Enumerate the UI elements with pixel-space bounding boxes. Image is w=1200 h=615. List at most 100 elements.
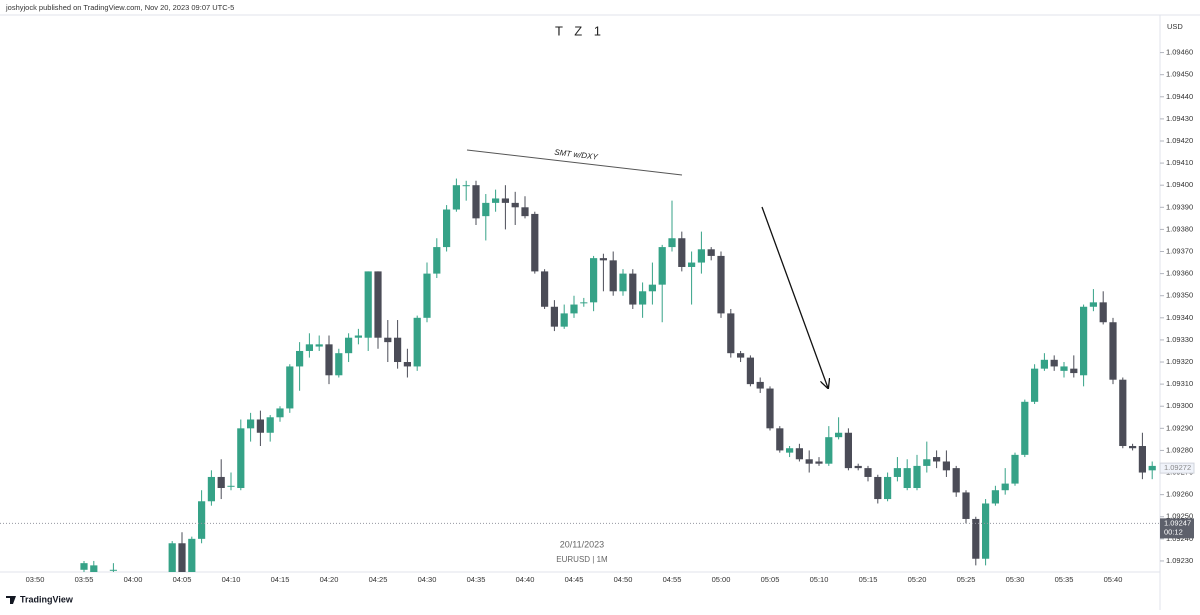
candle-body (207, 476, 215, 502)
marked-price-box (1159, 462, 1195, 474)
candle-body (1138, 446, 1146, 473)
candle-body (472, 185, 480, 219)
x-tick-label: 05:25 (957, 575, 976, 584)
candle-body (1129, 446, 1137, 449)
candle-body (1040, 359, 1048, 369)
x-tick-label: 04:15 (271, 575, 290, 584)
y-tick-label: 1.09300 (1166, 401, 1193, 410)
candle-body (884, 476, 892, 500)
candle-body (972, 518, 980, 559)
candle-body (580, 302, 588, 304)
candle-body (991, 490, 999, 504)
candle-body (590, 258, 598, 303)
candle-body (433, 247, 441, 274)
candle-body (599, 258, 607, 261)
y-tick-label: 1.09230 (1166, 556, 1193, 565)
chart-title: T Z 1 (555, 23, 605, 38)
smt-line (466, 149, 683, 176)
footer-logo: TradingView (6, 594, 74, 604)
candle-body (629, 273, 637, 305)
candle-body (1089, 302, 1097, 307)
candle-body (795, 448, 803, 460)
x-tick-label: 04:25 (369, 575, 388, 584)
x-tick-label: 04:45 (565, 575, 584, 584)
candle-body (345, 337, 353, 354)
candle-body (266, 417, 274, 433)
candle-body (952, 468, 960, 493)
candle-body (658, 247, 666, 285)
candle-body (893, 468, 901, 477)
marked-price-label: 1.09272 (1164, 463, 1191, 472)
x-tick-label: 04:30 (418, 575, 437, 584)
x-tick-label: 03:55 (75, 575, 94, 584)
y-tick-label: 1.09340 (1166, 313, 1193, 322)
logo-mark (6, 596, 16, 604)
x-tick-label: 04:55 (663, 575, 682, 584)
candle-body (825, 437, 833, 464)
candle-body (1021, 401, 1029, 455)
x-tick-label: 05:15 (859, 575, 878, 584)
candle-body (315, 344, 323, 347)
candle-body (766, 388, 774, 429)
x-tick-label: 04:00 (124, 575, 143, 584)
y-tick-label: 1.09380 (1166, 224, 1193, 233)
y-tick-label: 1.09410 (1166, 158, 1193, 167)
candle-body (394, 337, 402, 363)
candle-body (188, 538, 196, 572)
candle-body (1070, 368, 1078, 374)
y-tick-label: 1.09310 (1166, 379, 1193, 388)
candle-body (844, 432, 852, 469)
x-tick-label: 05:20 (908, 575, 927, 584)
candle-body (923, 459, 931, 466)
candle-body (786, 448, 794, 453)
y-tick-label: 1.09250 (1166, 512, 1193, 521)
y-tick-label: 1.09330 (1166, 335, 1193, 344)
candle-body (1060, 366, 1068, 371)
candle-body (639, 291, 647, 305)
x-tick-label: 04:20 (320, 575, 339, 584)
x-tick-label: 05:35 (1055, 575, 1074, 584)
x-tick-label: 04:35 (467, 575, 486, 584)
candle-body (354, 335, 362, 338)
y-tick-label: 1.09260 (1166, 490, 1193, 499)
candle-body (364, 271, 372, 338)
candle-body (1031, 368, 1039, 402)
candle-body (541, 271, 549, 307)
y-tick-label: 1.09390 (1166, 202, 1193, 211)
y-tick-label: 1.09350 (1166, 291, 1193, 300)
candle-body (413, 317, 421, 367)
watermark-date: 20/11/2023 (560, 539, 604, 549)
candle-body (982, 503, 990, 559)
candle-body (933, 457, 941, 462)
candle-body (384, 337, 392, 343)
candle-body (835, 432, 843, 438)
candle-body (443, 209, 451, 248)
candle-body (237, 428, 245, 489)
candle-body (776, 428, 784, 451)
candle-body (374, 271, 382, 338)
candle-body (1109, 322, 1117, 380)
candle-body (688, 262, 696, 267)
arrow (761, 206, 828, 388)
y-tick-label: 1.09450 (1166, 70, 1193, 79)
y-tick-label: 1.09460 (1166, 48, 1193, 57)
candle-body (609, 260, 617, 292)
candle-body (286, 366, 294, 409)
candle-body (247, 419, 255, 429)
countdown-label: 00:12 (1164, 527, 1183, 536)
candle-body (80, 563, 88, 570)
candle-body (570, 304, 578, 314)
candle-body (1119, 379, 1127, 447)
candle-body (756, 381, 764, 389)
last-price-label: 1.09247 (1164, 518, 1191, 527)
candle-body (423, 273, 431, 318)
x-tick-label: 05:30 (1006, 575, 1025, 584)
candle-body (1148, 465, 1156, 471)
currency-label: USD (1167, 22, 1183, 31)
candle-body (227, 485, 235, 487)
candle-body (325, 344, 333, 376)
candle-body (913, 465, 921, 489)
candle-body (560, 313, 568, 327)
candle-body (746, 357, 754, 385)
